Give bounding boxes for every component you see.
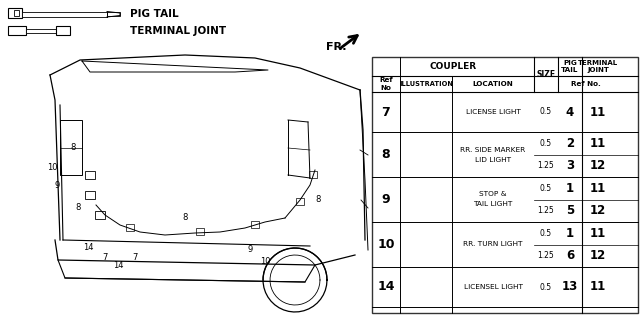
Text: 7: 7 <box>132 254 138 263</box>
Text: LICENSEL LIGHT: LICENSEL LIGHT <box>463 284 522 290</box>
Bar <box>309 171 317 178</box>
Text: 10: 10 <box>47 164 57 173</box>
Text: FR.: FR. <box>326 42 346 52</box>
Text: 4: 4 <box>566 106 574 118</box>
Bar <box>427 281 443 293</box>
Bar <box>404 271 448 303</box>
Text: PIG TAIL: PIG TAIL <box>130 9 179 19</box>
Text: TERMINAL JOINT: TERMINAL JOINT <box>130 26 226 36</box>
Bar <box>107 12 120 16</box>
Bar <box>427 107 443 118</box>
Text: 1: 1 <box>566 227 574 240</box>
Bar <box>408 281 424 293</box>
Bar <box>85 191 95 199</box>
Bar <box>22 11 107 17</box>
Bar <box>408 107 424 118</box>
Text: 10: 10 <box>377 238 395 251</box>
Text: 14: 14 <box>113 261 124 270</box>
Text: 0.5: 0.5 <box>540 139 552 148</box>
Bar <box>404 136 448 173</box>
Text: TAIL LIGHT: TAIL LIGHT <box>474 202 513 207</box>
Text: 1.25: 1.25 <box>538 206 554 215</box>
Bar <box>60 120 82 175</box>
Text: Ref
No: Ref No <box>379 78 393 91</box>
Text: 5: 5 <box>566 204 574 217</box>
Text: SIZE: SIZE <box>536 70 556 79</box>
Text: RR. SIDE MARKER: RR. SIDE MARKER <box>460 146 525 152</box>
Text: Ref No.: Ref No. <box>571 81 601 87</box>
Text: COUPLER: COUPLER <box>429 62 477 71</box>
Bar <box>372 57 638 313</box>
Text: 0.5: 0.5 <box>540 184 552 193</box>
Text: 0.5: 0.5 <box>540 283 552 292</box>
Text: LOCATION: LOCATION <box>472 81 513 87</box>
Text: PIG
TAIL: PIG TAIL <box>561 60 579 73</box>
Text: 14: 14 <box>83 243 93 253</box>
Bar <box>126 224 134 231</box>
Text: 8: 8 <box>381 148 390 161</box>
Text: STOP &: STOP & <box>479 191 507 197</box>
Text: LID LIGHT: LID LIGHT <box>475 157 511 162</box>
Bar <box>406 98 446 126</box>
Bar <box>296 198 304 205</box>
Bar <box>408 148 424 161</box>
Text: 9: 9 <box>248 246 253 255</box>
Bar <box>406 228 446 261</box>
Text: 2: 2 <box>566 137 574 150</box>
Text: 12: 12 <box>590 249 606 262</box>
Text: 11: 11 <box>590 106 606 118</box>
Text: 0.5: 0.5 <box>540 108 552 116</box>
Text: 10: 10 <box>260 257 270 266</box>
Bar <box>427 148 443 161</box>
Bar <box>406 138 446 171</box>
Text: TERMINAL
JOINT: TERMINAL JOINT <box>578 60 618 73</box>
Text: 7: 7 <box>381 106 390 118</box>
Bar <box>408 193 424 206</box>
Text: 11: 11 <box>590 280 606 293</box>
Text: 1.25: 1.25 <box>538 161 554 170</box>
Text: 14: 14 <box>377 280 395 293</box>
Text: 8: 8 <box>182 213 188 222</box>
Bar <box>56 26 70 35</box>
Bar <box>408 238 424 251</box>
Bar <box>427 238 443 251</box>
Text: 11: 11 <box>590 227 606 240</box>
Text: 1: 1 <box>566 182 574 195</box>
Text: 9: 9 <box>381 193 390 206</box>
Bar <box>427 193 443 206</box>
Text: 9: 9 <box>54 181 60 189</box>
Bar <box>404 226 448 263</box>
Bar <box>8 8 22 18</box>
Bar <box>406 183 446 216</box>
Text: 11: 11 <box>590 137 606 150</box>
Text: LICENSE LIGHT: LICENSE LIGHT <box>465 109 520 115</box>
Text: 3: 3 <box>566 159 574 172</box>
Bar <box>404 181 448 218</box>
Text: 0.5: 0.5 <box>540 229 552 238</box>
Bar <box>406 273 446 301</box>
Text: 6: 6 <box>566 249 574 262</box>
Bar <box>404 96 448 128</box>
Text: RR. TURN LIGHT: RR. TURN LIGHT <box>463 241 523 248</box>
Bar <box>14 10 19 16</box>
Text: 8: 8 <box>76 204 81 212</box>
Text: 7: 7 <box>102 253 108 262</box>
Text: 12: 12 <box>590 159 606 172</box>
Bar <box>95 211 105 219</box>
Text: 8: 8 <box>316 196 321 204</box>
Text: 11: 11 <box>590 182 606 195</box>
Text: 1.25: 1.25 <box>538 251 554 260</box>
Text: 8: 8 <box>70 144 76 152</box>
Bar <box>251 221 259 228</box>
Bar <box>85 171 95 179</box>
Bar <box>196 228 204 235</box>
Text: 12: 12 <box>590 204 606 217</box>
Bar <box>26 28 56 33</box>
Text: 13: 13 <box>562 280 578 293</box>
Bar <box>8 26 26 35</box>
Text: ILLUSTRATION: ILLUSTRATION <box>399 81 453 87</box>
